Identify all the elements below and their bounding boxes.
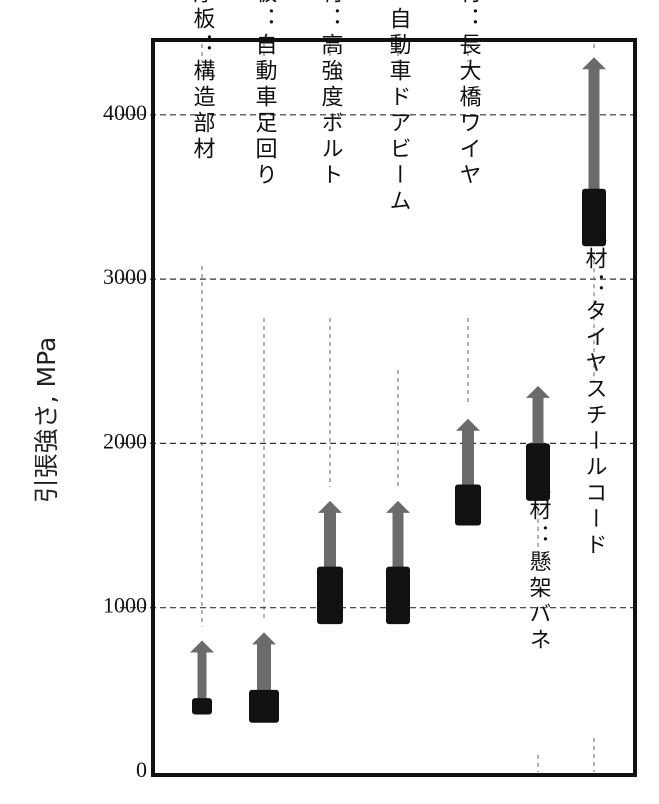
category-label: 厚板：構造部材 <box>190 0 216 163</box>
category-label: 線材：高強度ボルト <box>318 0 344 189</box>
category-label: 線材：タイヤスチールコード <box>582 221 608 559</box>
range-arrow-shaft <box>257 642 271 692</box>
category-label: 線材：懸架バネ <box>526 472 552 654</box>
range-bar <box>249 689 279 723</box>
grid-lines <box>120 114 635 609</box>
range-arrow-shaft <box>588 67 600 191</box>
y-ticks: 0 1000 2000 3000 4000 <box>103 100 147 782</box>
range-arrow-head <box>526 385 550 398</box>
range-bar <box>455 484 481 526</box>
y-axis-label: 引張強さ, MPa <box>32 337 61 504</box>
y-tick-label: 0 <box>136 757 147 782</box>
range-bar <box>386 566 410 625</box>
range-bar <box>526 443 550 501</box>
range-arrow-head <box>252 632 276 645</box>
range-arrow-head <box>386 500 410 513</box>
y-tick-label: 2000 <box>103 428 147 453</box>
y-tick-label: 1000 <box>103 593 147 618</box>
range-arrow-head <box>190 640 214 653</box>
range-bar <box>582 188 606 247</box>
range-bar <box>192 698 212 715</box>
range-arrow-shaft <box>462 428 474 487</box>
range-arrow-shaft <box>392 510 404 569</box>
range-arrow-shaft <box>532 395 544 446</box>
y-tick-label: 3000 <box>103 264 147 289</box>
category-labels: 厚板：構造部材 薄板：自動車足回り 線材：高強度ボルト 薄板：自動車ドアビーム 線材：長… <box>190 0 608 654</box>
range-bar <box>317 566 343 625</box>
category-label: 薄板：自動車足回り <box>252 0 278 189</box>
category-leader-lines <box>201 44 595 772</box>
range-arrow-head <box>318 500 342 513</box>
range-arrow-shaft <box>324 510 336 569</box>
range-arrow-head <box>582 57 606 70</box>
plot-frame <box>151 38 637 777</box>
y-tick-label: 4000 <box>103 100 147 125</box>
range-arrow-head <box>456 418 480 431</box>
category-label: 薄板：自動車ドアビーム <box>386 0 412 215</box>
category-label: 線材：長大橋ワイヤ <box>456 0 482 189</box>
range-arrow-shaft <box>197 650 207 701</box>
range-marks <box>190 57 606 723</box>
